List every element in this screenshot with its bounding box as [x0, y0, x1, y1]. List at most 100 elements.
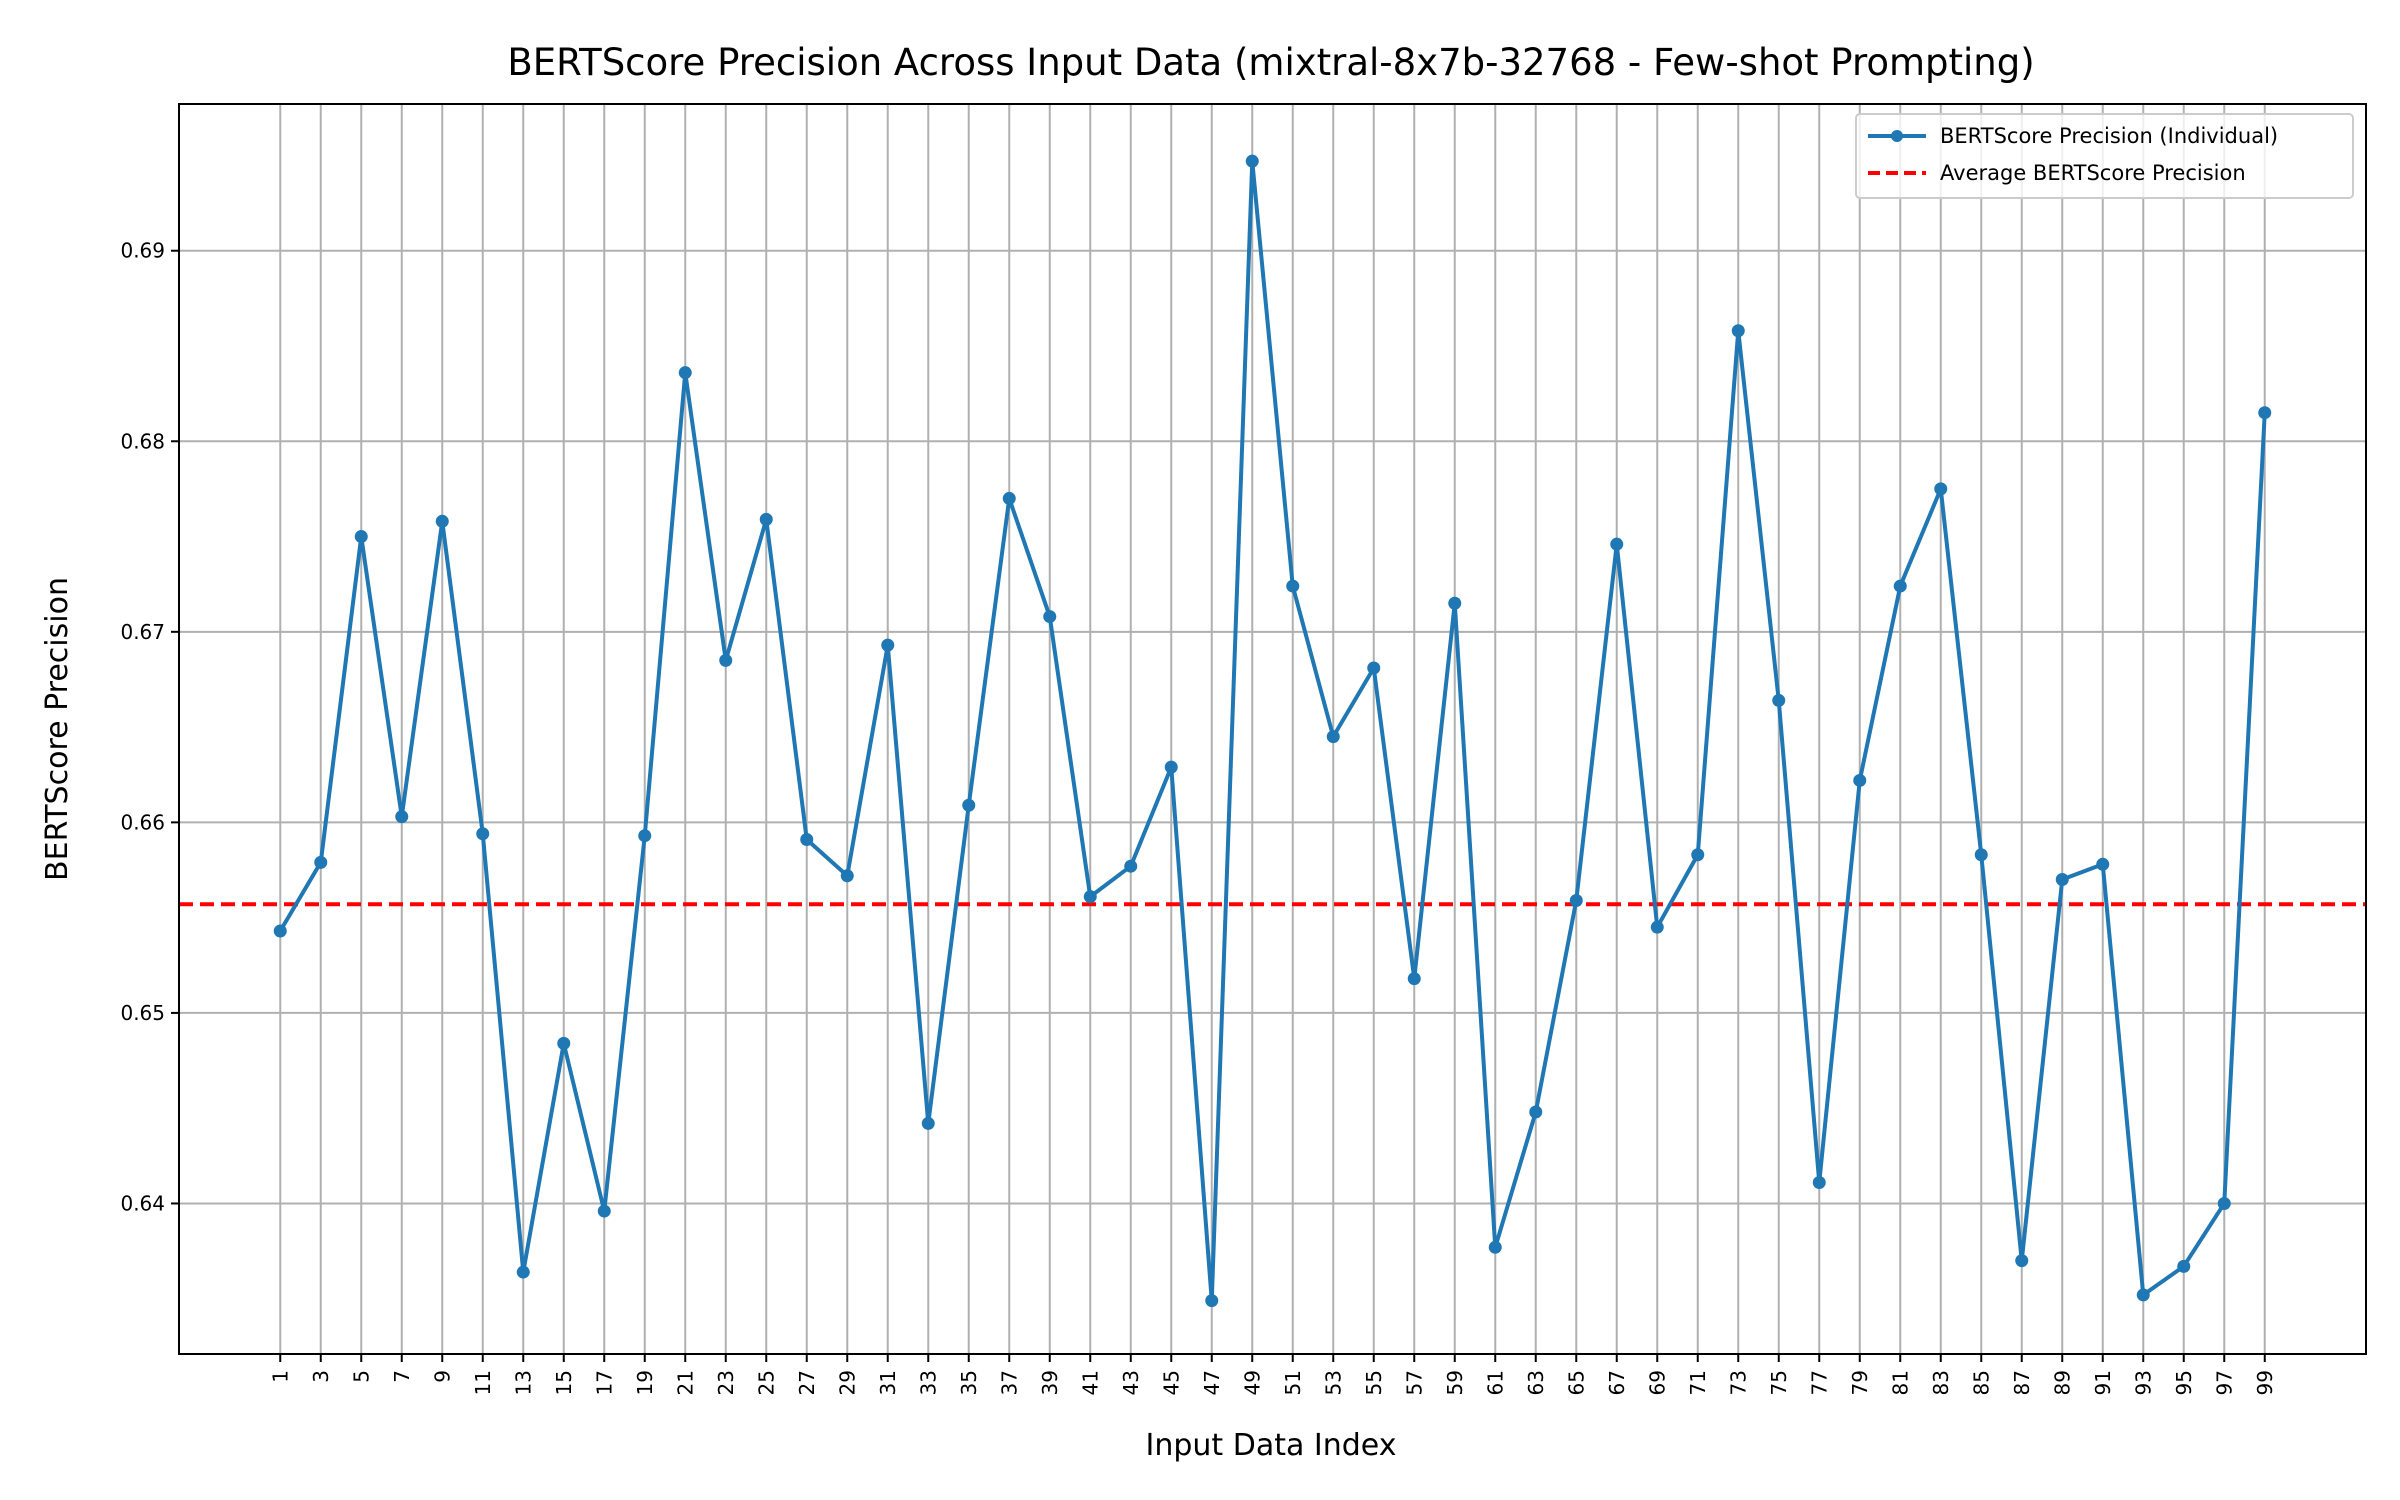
x-tick-label: 43: [1119, 1370, 1143, 1395]
data-point: [840, 869, 854, 883]
y-tick-label: 0.69: [120, 239, 165, 263]
x-tick-label: 21: [673, 1370, 697, 1395]
data-point: [719, 653, 733, 667]
x-tick-label: 73: [1726, 1370, 1750, 1395]
x-tick-label: 97: [2212, 1370, 2236, 1395]
x-tick-label: 99: [2253, 1370, 2277, 1395]
data-point: [1083, 890, 1097, 904]
data-point: [557, 1036, 571, 1050]
x-tick-label: 39: [1038, 1370, 1062, 1395]
data-point: [1691, 848, 1705, 862]
data-point: [1407, 972, 1421, 986]
y-axis: 0.64 0.65 0.66 0.67 0.68 0.69: [120, 239, 179, 1215]
y-tick-label: 0.66: [120, 810, 165, 834]
data-point: [516, 1265, 530, 1279]
x-tick-label: 45: [1159, 1370, 1183, 1395]
data-point: [314, 855, 328, 869]
x-tick-label: 11: [471, 1370, 495, 1395]
x-tick-label: 63: [1524, 1370, 1548, 1395]
x-tick-label: 13: [511, 1370, 535, 1395]
data-point: [2217, 1196, 2231, 1210]
data-point: [2258, 406, 2272, 420]
x-tick-label: 29: [835, 1370, 859, 1395]
x-tick-label: 55: [1362, 1370, 1386, 1395]
data-point: [2055, 873, 2069, 887]
x-tick-label: 33: [916, 1370, 940, 1395]
data-point: [1650, 920, 1664, 934]
x-tick-label: 3: [309, 1370, 333, 1383]
x-tick-label: 51: [1281, 1370, 1305, 1395]
x-tick-label: 91: [2091, 1370, 2115, 1395]
x-tick-label: 61: [1483, 1370, 1507, 1395]
series-line-group: [273, 154, 2272, 1308]
legend-label-individual: BERTScore Precision (Individual): [1940, 124, 2278, 148]
data-point: [962, 798, 976, 812]
data-point: [1448, 596, 1462, 610]
x-tick-label: 9: [430, 1370, 454, 1383]
data-point: [1812, 1176, 1826, 1190]
data-point: [1610, 537, 1624, 551]
x-tick-label: 75: [1767, 1370, 1791, 1395]
x-tick-label: 17: [592, 1370, 616, 1395]
data-point: [759, 512, 773, 526]
x-tick-label: 35: [957, 1370, 981, 1395]
x-tick-label: 27: [795, 1370, 819, 1395]
data-point: [800, 833, 814, 847]
x-tick-label: 15: [552, 1370, 576, 1395]
data-point: [1853, 773, 1867, 787]
x-tick-label: 41: [1078, 1370, 1102, 1395]
x-tick-label: 19: [633, 1370, 657, 1395]
x-tick-label: 7: [390, 1370, 414, 1383]
data-point: [354, 530, 368, 544]
y-tick-label: 0.65: [120, 1001, 165, 1025]
x-tick-label: 95: [2172, 1370, 2196, 1395]
data-point: [1772, 693, 1786, 707]
data-point: [1043, 610, 1057, 624]
x-tick-label: 37: [997, 1370, 1021, 1395]
legend-marker-dot: [1891, 130, 1903, 142]
data-point: [678, 366, 692, 380]
data-point: [1569, 893, 1583, 907]
data-point: [1974, 848, 1988, 862]
data-point: [881, 638, 895, 652]
x-tick-label: 81: [1888, 1370, 1912, 1395]
x-tick-label: 65: [1564, 1370, 1588, 1395]
data-point: [1286, 579, 1300, 593]
x-tick-label: 87: [2010, 1370, 2034, 1395]
x-tick-label: 47: [1200, 1370, 1224, 1395]
data-point: [2177, 1259, 2191, 1273]
x-tick-label: 25: [754, 1370, 778, 1395]
x-tick-label: 31: [876, 1370, 900, 1395]
x-tick-label: 23: [714, 1370, 738, 1395]
data-point: [1529, 1105, 1543, 1119]
x-tick-label: 71: [1686, 1370, 1710, 1395]
plot-frame: [178, 103, 2367, 1355]
x-tick-label: 83: [1929, 1370, 1953, 1395]
x-axis: 1 3 5 7 9 11 13 15 17 19 21 23 25 27 29 31 33 35 37 39 41 43 4…: [268, 1354, 2277, 1395]
y-tick-label: 0.67: [120, 620, 165, 644]
x-tick-label: 49: [1240, 1370, 1264, 1395]
series-line-individual: [278, 159, 2267, 1303]
data-point: [1367, 661, 1381, 675]
x-tick-label: 69: [1645, 1370, 1669, 1395]
data-point: [1934, 482, 1948, 496]
y-tick-label: 0.64: [120, 1191, 165, 1215]
x-tick-label: 1: [268, 1370, 292, 1383]
y-tick-label: 0.68: [120, 429, 165, 453]
chart-title: BERTScore Precision Across Input Data (m…: [507, 41, 2034, 84]
x-tick-label: 53: [1321, 1370, 1345, 1395]
x-tick-label: 59: [1443, 1370, 1467, 1395]
data-point: [597, 1204, 611, 1218]
data-point: [476, 827, 490, 841]
data-point: [435, 514, 449, 528]
data-point: [2136, 1288, 2150, 1302]
data-point: [1205, 1294, 1219, 1308]
data-point: [1124, 859, 1138, 873]
data-point: [1245, 154, 1259, 168]
grid-lines: [179, 104, 2366, 1354]
data-point: [1002, 491, 1016, 505]
data-point: [273, 924, 287, 938]
x-tick-label: 67: [1605, 1370, 1629, 1395]
